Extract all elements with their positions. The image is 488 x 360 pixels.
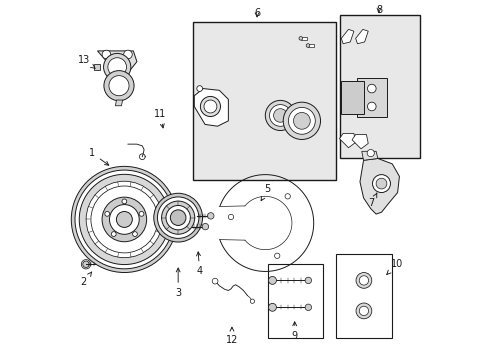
Circle shape [268, 276, 276, 284]
Polygon shape [340, 81, 363, 114]
Polygon shape [355, 30, 367, 44]
Text: 11: 11 [154, 109, 166, 128]
Circle shape [71, 166, 177, 273]
Circle shape [122, 199, 126, 204]
Circle shape [170, 210, 185, 225]
Circle shape [202, 224, 208, 230]
Polygon shape [97, 51, 137, 80]
Circle shape [293, 112, 309, 129]
Circle shape [165, 206, 190, 230]
Circle shape [283, 102, 320, 139]
Circle shape [82, 261, 89, 267]
Circle shape [103, 53, 131, 81]
Circle shape [265, 100, 295, 131]
Text: 5: 5 [261, 184, 270, 201]
Circle shape [305, 44, 309, 47]
Circle shape [367, 102, 375, 111]
Bar [339, 15, 419, 158]
Polygon shape [194, 89, 228, 126]
Circle shape [196, 86, 202, 91]
Bar [192, 22, 335, 180]
Circle shape [79, 174, 169, 265]
Circle shape [139, 211, 143, 216]
Circle shape [109, 76, 129, 96]
Circle shape [81, 260, 90, 269]
Text: 2: 2 [81, 272, 91, 287]
Circle shape [157, 197, 199, 238]
Polygon shape [351, 134, 367, 149]
Circle shape [109, 204, 139, 234]
Circle shape [200, 96, 220, 117]
Polygon shape [115, 100, 122, 106]
Circle shape [132, 231, 137, 237]
Circle shape [372, 175, 389, 193]
Bar [267, 264, 323, 338]
Text: 9: 9 [291, 322, 297, 341]
Polygon shape [359, 158, 399, 214]
Circle shape [104, 211, 109, 216]
Circle shape [305, 304, 311, 311]
Circle shape [102, 197, 146, 242]
Circle shape [111, 231, 116, 237]
Text: 13: 13 [78, 55, 95, 68]
Circle shape [161, 201, 194, 234]
Circle shape [359, 276, 368, 285]
Circle shape [212, 278, 218, 284]
Circle shape [366, 149, 373, 157]
Circle shape [153, 193, 202, 242]
Circle shape [285, 194, 290, 199]
Circle shape [102, 50, 110, 59]
Bar [307, 44, 314, 47]
Polygon shape [356, 78, 386, 117]
Circle shape [273, 109, 286, 122]
Circle shape [91, 186, 158, 253]
Circle shape [359, 306, 368, 316]
Text: 12: 12 [225, 327, 238, 345]
Circle shape [104, 71, 134, 101]
Circle shape [268, 303, 276, 311]
Circle shape [108, 58, 126, 76]
Polygon shape [94, 64, 100, 70]
Circle shape [355, 273, 371, 288]
Circle shape [274, 253, 279, 258]
Circle shape [75, 170, 173, 269]
Circle shape [86, 181, 162, 258]
Text: 6: 6 [253, 8, 260, 18]
Bar [335, 253, 391, 338]
Bar [300, 37, 306, 40]
Circle shape [203, 100, 217, 113]
Text: 3: 3 [175, 268, 181, 298]
Text: 10: 10 [386, 259, 402, 274]
Text: 7: 7 [368, 193, 376, 208]
Polygon shape [339, 134, 355, 148]
Circle shape [298, 37, 302, 40]
Circle shape [207, 213, 214, 219]
Circle shape [305, 277, 311, 284]
Circle shape [228, 214, 233, 220]
Circle shape [355, 303, 371, 319]
Circle shape [123, 50, 132, 59]
Circle shape [375, 178, 386, 189]
Circle shape [250, 299, 254, 303]
Text: 4: 4 [196, 252, 203, 276]
Circle shape [288, 107, 315, 134]
Text: 1: 1 [89, 148, 108, 165]
Polygon shape [361, 151, 377, 160]
Circle shape [116, 211, 132, 228]
Circle shape [269, 105, 291, 126]
Text: 8: 8 [375, 5, 381, 15]
Polygon shape [341, 30, 353, 44]
Circle shape [367, 84, 375, 93]
